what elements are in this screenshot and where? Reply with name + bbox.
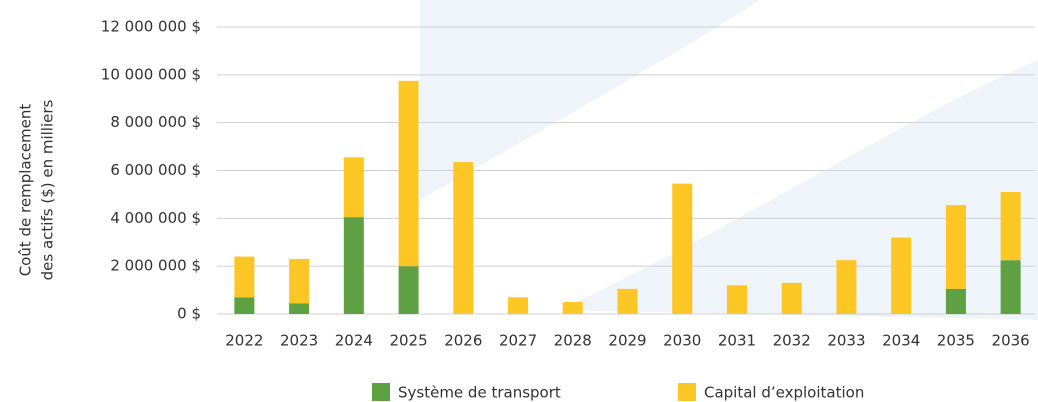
legend-swatch [372,383,390,401]
bar-segment [891,237,912,314]
bar-segment [234,297,255,314]
x-tick-label: 2023 [280,332,318,350]
x-tick-label: 2032 [773,332,811,350]
y-tick-label: 6 000 000 $ [110,161,201,179]
x-tick-label: 2022 [225,332,263,350]
bar-segment [672,183,693,314]
x-tick-label: 2036 [992,332,1030,350]
bar-segment [726,285,747,314]
legend-label: Capital d’exploitation [704,384,864,402]
y-tick-label: 4 000 000 $ [110,209,201,227]
y-tick-label: 10 000 000 $ [101,65,201,83]
x-tick-label: 2024 [335,332,373,350]
bar-segment [343,217,364,314]
bar-segment [1000,260,1021,314]
y-tick-label: 0 $ [177,305,201,323]
x-tick-label: 2034 [882,332,920,350]
background-swoosh [420,0,1038,320]
bar-segment [945,205,966,289]
x-tick-label: 2029 [608,332,646,350]
x-tick-label: 2027 [499,332,537,350]
x-tick-label: 2028 [554,332,592,350]
bar-segment [343,157,364,218]
x-tick-label: 2025 [389,332,427,350]
legend-swatch [678,383,696,401]
bar-segment [234,256,255,298]
bar-segment [289,303,310,314]
x-tick-label: 2035 [937,332,975,350]
x-tick-label: 2030 [663,332,701,350]
bar-segment [398,80,419,267]
legend-label: Système de transport [398,384,561,402]
bar-segment [562,302,583,314]
bar-segment [289,258,310,304]
x-tick-label: 2026 [444,332,482,350]
y-axis-label: Coût de remplacement [17,104,35,277]
bar-segment [398,266,419,314]
bar-segment [781,282,802,314]
y-tick-label: 8 000 000 $ [110,113,201,131]
y-tick-label: 12 000 000 $ [101,18,201,36]
bar-segment [453,162,474,314]
bar-segment [508,297,529,314]
x-tick-label: 2031 [718,332,756,350]
bar-segment [1000,192,1021,261]
bar-segment [617,288,638,314]
y-axis-label: des actifs ($) en milliers [39,99,57,280]
y-tick-label: 2 000 000 $ [110,257,201,275]
bar-segment [945,288,966,314]
bar-segment [836,260,857,314]
x-tick-label: 2033 [827,332,865,350]
